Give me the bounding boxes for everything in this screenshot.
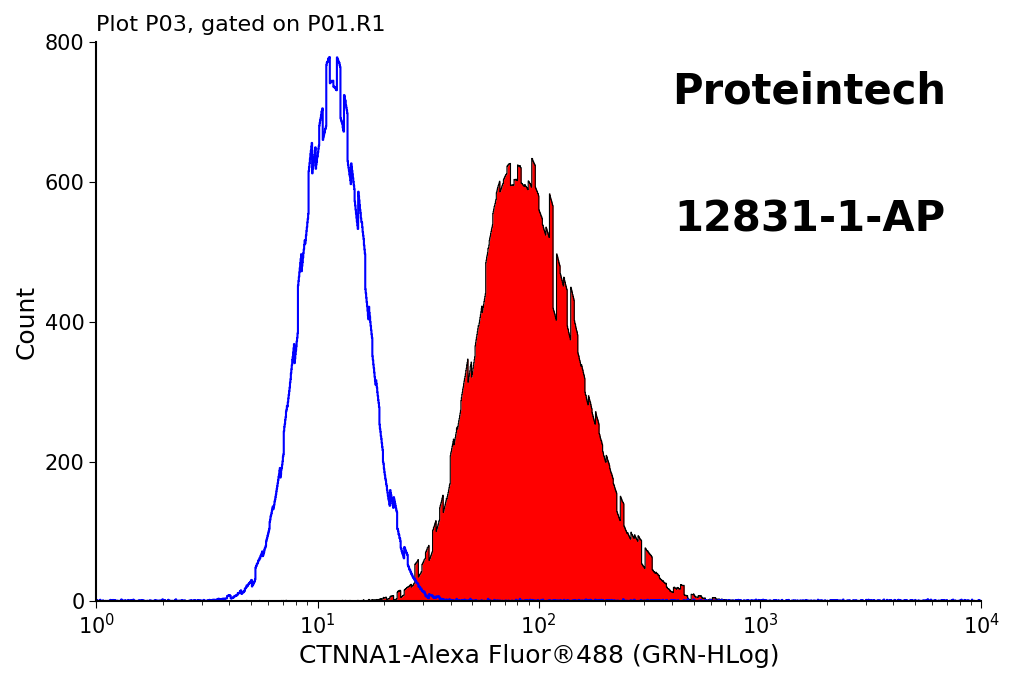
Text: Proteintech: Proteintech — [672, 70, 946, 112]
Text: 12831-1-AP: 12831-1-AP — [675, 199, 946, 240]
Text: Plot P03, gated on P01.R1: Plot P03, gated on P01.R1 — [96, 15, 386, 35]
Y-axis label: Count: Count — [15, 285, 39, 359]
X-axis label: CTNNA1-Alexa Fluor®488 (GRN-HLog): CTNNA1-Alexa Fluor®488 (GRN-HLog) — [298, 644, 780, 668]
